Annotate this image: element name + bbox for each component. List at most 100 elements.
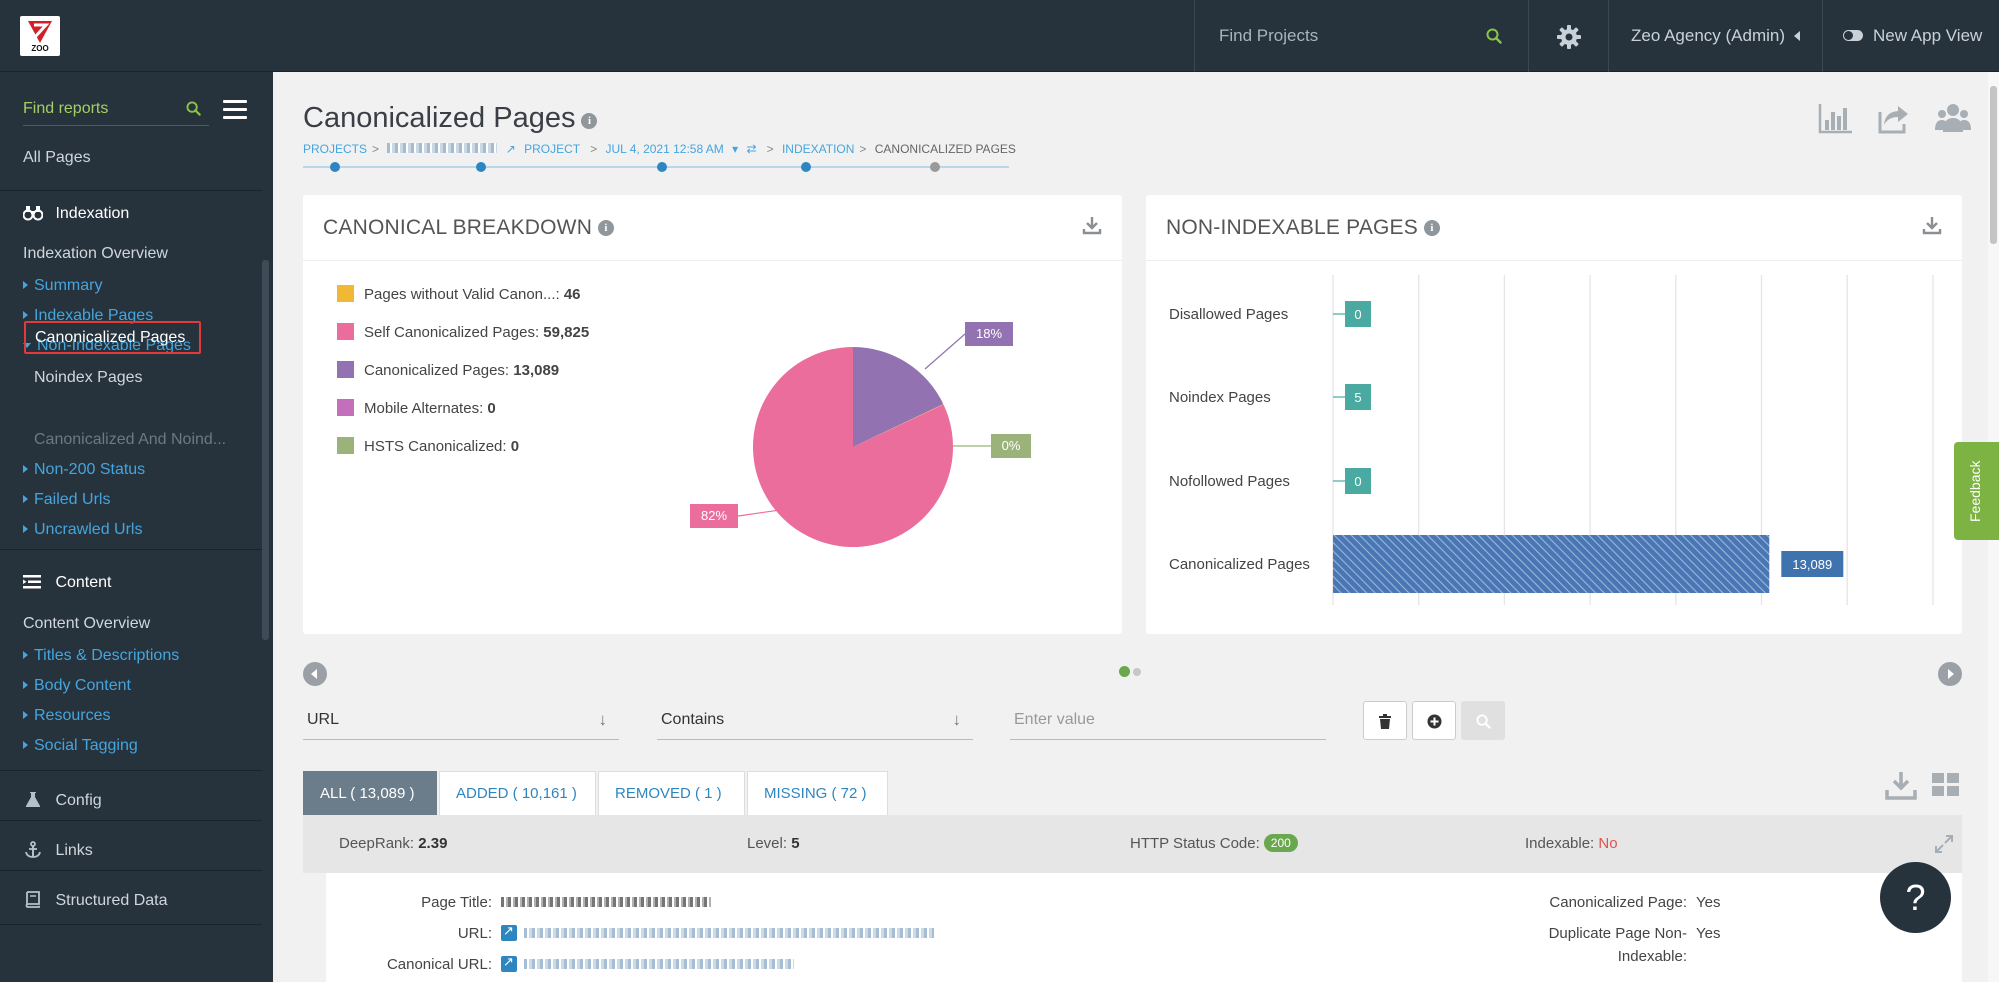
grid-view-icon[interactable]	[1931, 770, 1961, 800]
account-menu[interactable]: Zeo Agency (Admin)	[1609, 0, 1823, 72]
download-icon[interactable]	[1885, 770, 1917, 800]
sidebar-item-label: Social Tagging	[34, 737, 138, 754]
sidebar-item-failed-urls[interactable]: Failed Urls	[23, 491, 110, 509]
sidebar-item-canonicalized-noindex[interactable]: Canonicalized And Noind...	[34, 431, 227, 448]
deeprank-value: 2.39	[418, 835, 448, 852]
legend-item[interactable]: HSTS Canonicalized: 0	[337, 437, 589, 475]
sidebar-item-canonicalized-pages[interactable]: Canonicalized Pages	[24, 321, 201, 354]
search-icon[interactable]	[186, 101, 201, 116]
settings-button[interactable]	[1529, 0, 1609, 72]
legend-item[interactable]: Self Canonicalized Pages: 59,825	[337, 323, 589, 361]
sidebar-item-uncrawled-urls[interactable]: Uncrawled Urls	[23, 521, 142, 539]
pie-data-label: 82%	[701, 508, 727, 523]
redacted-url[interactable]	[524, 928, 934, 938]
breadcrumb-dot[interactable]	[330, 162, 340, 172]
caret-down-icon: ▾	[732, 142, 739, 156]
tab-all[interactable]: ALL ( 13,089 )	[303, 771, 437, 815]
external-link-icon[interactable]	[501, 954, 517, 972]
sidebar-item-indexable-pages[interactable]: Indexable Pages	[23, 307, 153, 325]
carousel-dot[interactable]	[1133, 668, 1141, 676]
breadcrumb-projects[interactable]: PROJECTS	[303, 142, 368, 156]
info-icon[interactable]: i	[581, 113, 598, 129]
download-icon[interactable]	[1082, 215, 1102, 235]
share-icon[interactable]	[1876, 102, 1912, 134]
apply-filter-button[interactable]	[1461, 701, 1505, 740]
sidebar-item-non-200-status[interactable]: Non-200 Status	[23, 461, 145, 479]
menu-icon[interactable]	[223, 100, 247, 120]
tab-missing[interactable]: MISSING ( 72 )	[747, 771, 888, 815]
sidebar-section-indexation[interactable]: Indexation	[23, 205, 129, 223]
sidebar-item-social-tagging[interactable]: Social Tagging	[23, 737, 138, 755]
bar-data-label: 5	[1354, 390, 1361, 405]
users-icon[interactable]	[1934, 102, 1971, 134]
legend-item[interactable]: Canonicalized Pages: 13,089	[337, 361, 589, 399]
filter-field-select[interactable]: URL ↓	[303, 700, 619, 740]
breadcrumb-date[interactable]: JUL 4, 2021 12:58 AM ▾ ⇄	[606, 142, 762, 156]
redacted-project-name[interactable]	[387, 143, 498, 153]
list-icon	[23, 575, 41, 589]
chevron-right-icon	[23, 681, 28, 689]
project-search-input[interactable]	[1219, 24, 1479, 48]
sidebar-section-structured-data[interactable]: Structured Data	[23, 891, 168, 910]
app-logo[interactable]: ZOO	[20, 16, 60, 56]
sidebar-section-config[interactable]: Config	[23, 791, 102, 810]
sidebar-item-content-overview[interactable]: Content Overview	[23, 615, 151, 632]
arrow-down-icon: ↓	[598, 710, 608, 729]
canonical-url-link[interactable]	[501, 954, 794, 973]
breadcrumb-dot[interactable]	[930, 162, 940, 172]
expand-icon[interactable]	[1935, 835, 1953, 853]
bar-chart-icon[interactable]	[1818, 102, 1854, 134]
info-icon[interactable]: i	[1423, 220, 1440, 236]
report-search-input[interactable]	[23, 94, 173, 124]
breadcrumb-dot[interactable]	[476, 162, 486, 172]
info-icon[interactable]: i	[598, 220, 615, 236]
filter-operator-select[interactable]: Contains ↓	[657, 700, 973, 740]
breadcrumb-indexation[interactable]: INDEXATION	[781, 142, 855, 156]
feedback-tab[interactable]: Feedback	[1954, 442, 1999, 540]
help-button[interactable]: ?	[1880, 862, 1951, 933]
new-app-view-label: New App View	[1873, 26, 1983, 45]
pie-data-label: 18%	[976, 326, 1002, 341]
chart-legend: Pages without Valid Canon...: 46 Self Can…	[337, 285, 589, 475]
sidebar-section-links[interactable]: Links	[23, 841, 93, 860]
tab-removed[interactable]: REMOVED ( 1 )	[598, 771, 745, 815]
external-link-icon[interactable]	[501, 923, 517, 941]
carousel-dot-active[interactable]	[1119, 666, 1130, 677]
legend-item[interactable]: Pages without Valid Canon...: 46	[337, 285, 589, 323]
url-link[interactable]	[501, 923, 934, 942]
sidebar-item-all-pages[interactable]: All Pages	[23, 149, 91, 166]
sidebar-item-indexation-overview[interactable]: Indexation Overview	[23, 245, 168, 262]
download-icon[interactable]	[1922, 215, 1942, 235]
sidebar-item-titles-descriptions[interactable]: Titles & Descriptions	[23, 647, 179, 665]
legend-item[interactable]: Mobile Alternates: 0	[337, 399, 589, 437]
compare-icon[interactable]: ⇄	[746, 142, 757, 156]
anchor-icon	[25, 841, 41, 858]
add-filter-button[interactable]	[1412, 701, 1456, 740]
sidebar-scrollbar[interactable]	[262, 260, 269, 640]
new-app-view-toggle[interactable]: New App View	[1823, 0, 1999, 72]
carousel-next-button[interactable]	[1938, 662, 1962, 686]
carousel-prev-button[interactable]	[303, 662, 327, 686]
sidebar-item-noindex-pages[interactable]: Noindex Pages	[34, 369, 143, 386]
breadcrumb-project[interactable]: ↗ PROJECT	[506, 142, 585, 156]
non-indexable-pages-panel: NON-INDEXABLE PAGES i Disallowed Pages 0 No…	[1146, 195, 1962, 634]
sidebar-section-label: Structured Data	[55, 892, 168, 909]
legend-label: HSTS Canonicalized:	[364, 438, 511, 455]
sidebar-item-non-indexable-pages[interactable]: Non-Indexable Pages	[23, 337, 191, 355]
search-icon[interactable]	[1486, 28, 1502, 44]
filter-value-input[interactable]	[1010, 700, 1326, 740]
tab-added[interactable]: ADDED ( 10,161 )	[439, 771, 596, 815]
breadcrumb-dot[interactable]	[657, 162, 667, 172]
delete-filter-button[interactable]	[1363, 701, 1407, 740]
sidebar-section-content[interactable]: Content	[23, 574, 112, 592]
redacted-url[interactable]	[524, 959, 794, 969]
canonicalized-page-label: Canonicalized Page:	[1549, 894, 1687, 911]
breadcrumb-dot[interactable]	[801, 162, 811, 172]
canonical-url-label: Canonical URL:	[386, 956, 492, 973]
flask-icon	[25, 792, 41, 807]
indexable-value: No	[1598, 835, 1618, 852]
sidebar-item-body-content[interactable]: Body Content	[23, 677, 131, 695]
page-title-label: Page Title:	[421, 894, 492, 911]
sidebar-item-summary[interactable]: Summary	[23, 277, 102, 295]
sidebar-item-resources[interactable]: Resources	[23, 707, 110, 725]
